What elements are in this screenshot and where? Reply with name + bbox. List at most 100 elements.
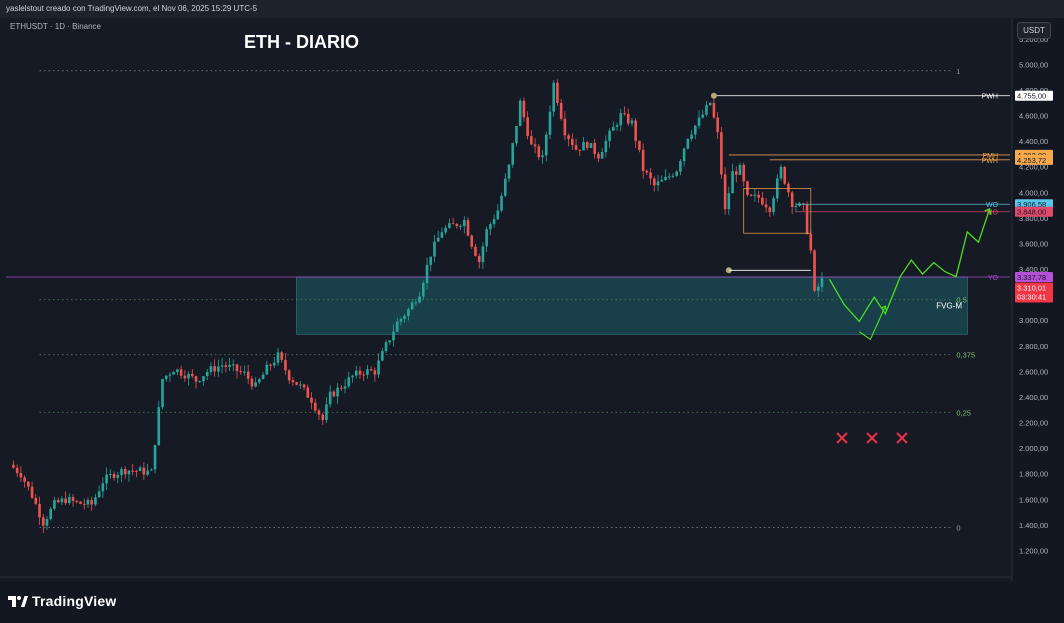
candle-body <box>321 414 325 421</box>
candle-body <box>656 181 660 186</box>
candle-body <box>332 391 336 397</box>
candle-body <box>597 153 600 159</box>
candle-body <box>787 183 790 193</box>
candle-body <box>675 171 678 176</box>
y-tick-label: 2.800,00 <box>1019 342 1048 351</box>
candle-body <box>295 382 298 385</box>
candle-body <box>71 497 75 501</box>
candle-body <box>537 146 541 158</box>
candle-body <box>254 382 257 387</box>
candle-body <box>90 499 93 505</box>
candle-body <box>202 376 205 382</box>
candle-body <box>798 203 801 206</box>
candle-body <box>127 470 131 475</box>
candle-body <box>641 149 645 171</box>
candle-body <box>381 351 384 361</box>
candle-body <box>638 140 641 150</box>
candle-body <box>522 100 526 118</box>
candle-body <box>369 369 373 371</box>
candle-body <box>671 175 675 177</box>
candle-body <box>269 364 272 366</box>
candle-body <box>585 142 589 148</box>
candle-body <box>362 374 365 376</box>
candle-body <box>325 404 328 421</box>
candle-body <box>805 204 809 234</box>
key-level-price-label: 4.755,00 <box>1017 92 1046 101</box>
candle-body <box>366 369 369 375</box>
price-chart[interactable]: 1.200,00 1.400,00 1.600,00 1.800,00 2.000,00… <box>0 18 1064 581</box>
candle-body <box>619 113 623 126</box>
candle-body <box>23 477 26 482</box>
y-tick-label: 4.400,00 <box>1019 137 1048 146</box>
fib-level-label: 0,25 <box>956 408 971 417</box>
currency-button[interactable]: USDT <box>1017 22 1051 39</box>
candle-body <box>105 474 108 484</box>
candle-body <box>179 369 183 376</box>
candle-body <box>183 375 187 379</box>
candle-body <box>38 503 41 518</box>
candle-body <box>243 371 246 373</box>
candle-body <box>198 381 202 383</box>
fib-level-label: 0 <box>956 523 960 532</box>
key-level-price-tag <box>1015 206 1053 217</box>
candle-body <box>168 374 172 376</box>
candle-body <box>701 114 705 118</box>
candle-body <box>574 145 578 150</box>
candle-body <box>682 148 686 162</box>
candle-body <box>559 102 563 119</box>
brand-name: TradingView <box>32 593 117 609</box>
candle-body <box>64 498 67 504</box>
projection-path <box>828 208 991 323</box>
candle-body <box>690 134 693 139</box>
candle-body <box>310 397 313 403</box>
candle-body <box>250 378 254 387</box>
tradingview-logo[interactable]: TradingView <box>8 593 116 609</box>
candle-body <box>53 500 56 509</box>
candle-body <box>697 117 701 126</box>
candle-body <box>809 233 813 251</box>
candle-body <box>60 498 64 503</box>
candle-body <box>541 155 544 158</box>
candle-body <box>511 143 515 165</box>
top-caption-bar: yaslelstout creado con TradingView.com, … <box>0 0 1064 18</box>
key-level-name: YO <box>988 275 999 282</box>
candle-body <box>377 360 380 375</box>
candle-body <box>187 373 190 379</box>
candle-body <box>485 229 488 247</box>
key-level-name: PMH <box>982 153 998 160</box>
y-tick-label: 1.400,00 <box>1019 521 1048 530</box>
candle-body <box>235 364 239 372</box>
candle-body <box>150 469 153 471</box>
candle-body <box>645 170 649 173</box>
candle-body <box>109 474 112 476</box>
candle-body <box>444 227 447 233</box>
candle-body <box>384 342 388 352</box>
key-level-price-label: 3.848,00 <box>1017 208 1046 217</box>
candle-body <box>708 102 712 106</box>
range-box <box>743 188 812 234</box>
candle-body <box>112 474 116 478</box>
y-tick-label: 1.800,00 <box>1019 470 1048 479</box>
candle-body <box>228 364 231 367</box>
candle-body <box>731 171 734 194</box>
alt-path-arrowhead <box>881 305 887 312</box>
candle-body <box>34 497 38 504</box>
candle-body <box>772 198 775 213</box>
candle-body <box>161 379 164 408</box>
candle-body <box>194 376 198 382</box>
candle-body <box>45 519 49 526</box>
invalid-x-mark <box>836 432 848 444</box>
candle-body <box>436 237 440 242</box>
candle-body <box>123 468 127 475</box>
candle-body <box>157 407 161 446</box>
candle-body <box>686 138 690 149</box>
candle-body <box>693 125 697 135</box>
candle-body <box>347 377 351 387</box>
y-tick-label: 1.200,00 <box>1019 546 1048 555</box>
candle-body <box>287 370 291 381</box>
candle-body <box>299 384 302 386</box>
candle-body <box>12 464 15 468</box>
symbol-label[interactable]: ETHUSDT · 1D · Binance <box>10 22 101 31</box>
candle-body <box>272 362 276 366</box>
current-price-tag <box>1015 282 1053 303</box>
